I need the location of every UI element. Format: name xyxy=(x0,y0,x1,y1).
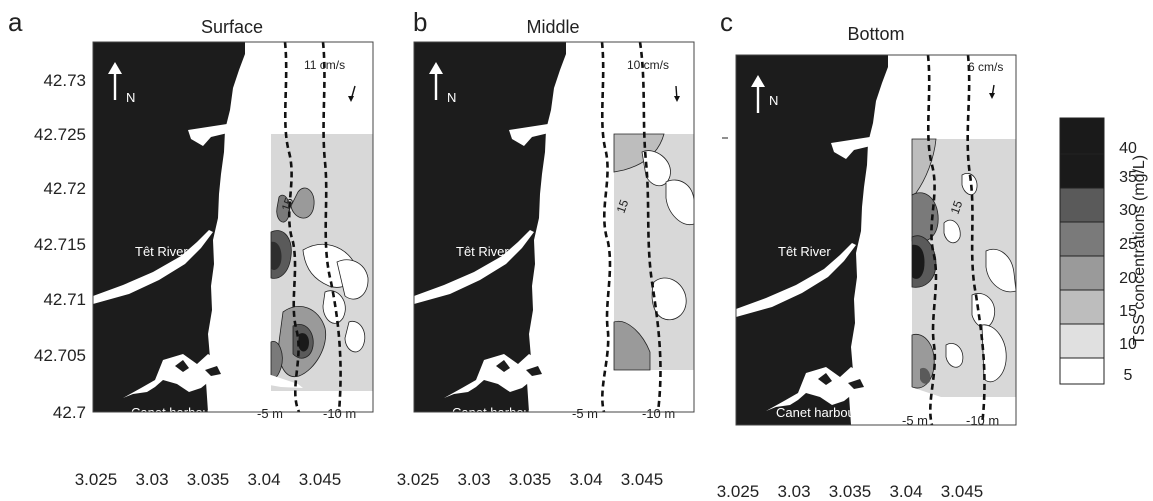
y-tick: 42.73 xyxy=(43,71,86,90)
north-label-a: N xyxy=(126,90,135,105)
colorbar-tick: 15 xyxy=(1119,303,1137,320)
colorbar-tick: 5 xyxy=(1124,367,1133,384)
x-tick: 3.045 xyxy=(621,470,664,489)
panel-letter-b: b xyxy=(413,7,427,37)
x-tick: 3.045 xyxy=(299,470,342,489)
panel-letter-a: a xyxy=(8,7,23,37)
river-label-a: Têt River xyxy=(135,244,188,259)
y-tick: 42.72 xyxy=(43,179,86,198)
colorbar-tick: 10 xyxy=(1119,336,1137,353)
y-tick: 42.705 xyxy=(34,346,86,365)
x-axis-b: 3.025 3.03 3.035 3.04 3.045 xyxy=(397,470,664,489)
x-tick: 3.025 xyxy=(75,470,118,489)
x-tick: 3.04 xyxy=(569,470,602,489)
y-tick: 42.715 xyxy=(34,235,86,254)
north-arrow-c xyxy=(751,75,765,113)
x-axis-c: 3.025 3.03 3.035 3.04 3.045 xyxy=(717,482,984,501)
x-tick: 3.03 xyxy=(135,470,168,489)
isobath-10m-a xyxy=(321,41,342,413)
panel-a: N Têt River Canet harbour -5 m -10 m 11 … xyxy=(92,41,374,421)
isobath-10m-label-c: -10 m xyxy=(966,413,999,428)
isobath-10m-b xyxy=(638,41,662,413)
x-tick: 3.035 xyxy=(187,470,230,489)
contour-label-a: 15 xyxy=(279,195,297,213)
isobath-10m-label-b: -10 m xyxy=(642,406,675,421)
isobath-5m-b xyxy=(600,41,612,413)
contour-label-c: 15 xyxy=(948,198,966,216)
y-tick: 42.725 xyxy=(34,125,86,144)
tss-field-b xyxy=(613,133,695,371)
panel-title-c: Bottom xyxy=(847,24,904,44)
speed-label-a: 11 cm/s xyxy=(304,58,345,72)
isobath-10m-c xyxy=(966,54,986,426)
colorbar-swatch xyxy=(1059,153,1105,189)
y-axis: 42.73 42.725 42.72 42.715 42.71 42.705 4… xyxy=(34,71,728,422)
river-label-b: Têt River xyxy=(456,244,509,259)
panel-b: N Têt River Canet harbour -5 m -10 m 10 … xyxy=(413,41,695,421)
isobath-5m-c xyxy=(926,54,938,426)
north-arrow-a xyxy=(108,62,122,100)
panel-letter-c: c xyxy=(720,7,733,37)
x-tick: 3.035 xyxy=(509,470,552,489)
x-tick: 3.035 xyxy=(829,482,872,501)
panel-title-a: Surface xyxy=(201,17,263,37)
isobath-5m-label-c: -5 m xyxy=(902,413,928,428)
colorbar-swatch xyxy=(1059,221,1105,257)
x-tick: 3.025 xyxy=(397,470,440,489)
colorbar-ticks: 40 35 30 25 20 15 10 5 xyxy=(1119,140,1137,384)
colorbar-tick: 25 xyxy=(1119,236,1137,253)
colorbar-swatch xyxy=(1059,323,1105,359)
river-label-c: Têt River xyxy=(778,244,831,259)
colorbar-tick: 30 xyxy=(1119,202,1137,219)
colorbar-swatch xyxy=(1059,255,1105,291)
colorbar xyxy=(1059,117,1105,385)
y-tick: 42.71 xyxy=(43,290,86,309)
colorbar-swatch xyxy=(1059,117,1105,155)
isobath-5m-label-b: -5 m xyxy=(572,406,598,421)
panel-title-b: Middle xyxy=(526,17,579,37)
speed-label-c: 6 cm/s xyxy=(968,60,1003,74)
colorbar-tick: 40 xyxy=(1119,140,1137,157)
x-tick: 3.04 xyxy=(247,470,280,489)
colorbar-tick: 20 xyxy=(1119,270,1137,287)
panel-c: N Têt River Canet harbour -5 m -10 m 6 c… xyxy=(735,54,1017,428)
north-arrow-b xyxy=(429,62,443,100)
colorbar-swatch xyxy=(1059,357,1105,385)
colorbar-label: TSS concentrations (mg/L) xyxy=(1131,155,1148,345)
x-tick: 3.04 xyxy=(889,482,922,501)
north-label-b: N xyxy=(447,90,456,105)
harbour-label-c: Canet harbour xyxy=(776,405,860,420)
colorbar-swatch xyxy=(1059,187,1105,223)
x-tick: 3.03 xyxy=(457,470,490,489)
x-axis-a: 3.025 3.03 3.035 3.04 3.045 xyxy=(75,470,342,489)
contour-label-b: 15 xyxy=(614,197,632,215)
y-tick: 42.7 xyxy=(53,403,86,422)
colorbar-tick: 35 xyxy=(1119,169,1137,186)
speed-label-b: 10 cm/s xyxy=(627,58,669,72)
x-tick: 3.025 xyxy=(717,482,760,501)
tss-field-a xyxy=(270,134,373,391)
colorbar-swatch xyxy=(1059,289,1105,325)
isobath-5m-a xyxy=(283,41,301,413)
isobath-10m-label-a: -10 m xyxy=(323,406,356,421)
x-tick: 3.03 xyxy=(777,482,810,501)
isobath-5m-label-a: -5 m xyxy=(257,406,283,421)
north-label-c: N xyxy=(769,93,778,108)
x-tick: 3.045 xyxy=(941,482,984,501)
tss-field-c xyxy=(911,138,1017,397)
